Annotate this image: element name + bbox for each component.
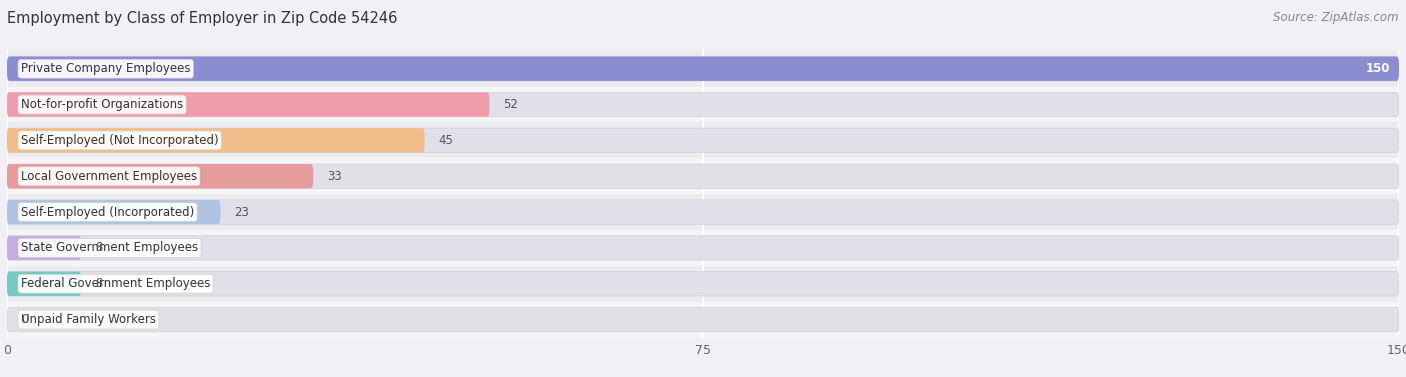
- FancyBboxPatch shape: [7, 271, 1399, 296]
- Text: Self-Employed (Not Incorporated): Self-Employed (Not Incorporated): [21, 134, 218, 147]
- FancyBboxPatch shape: [7, 307, 1399, 332]
- FancyBboxPatch shape: [7, 236, 1399, 260]
- Bar: [7, 87, 1399, 123]
- FancyBboxPatch shape: [7, 200, 221, 224]
- Text: 8: 8: [96, 241, 103, 254]
- Text: 8: 8: [96, 277, 103, 290]
- Text: 45: 45: [439, 134, 453, 147]
- FancyBboxPatch shape: [7, 236, 82, 260]
- FancyBboxPatch shape: [7, 57, 1399, 81]
- Text: 52: 52: [503, 98, 519, 111]
- Text: 33: 33: [328, 170, 342, 183]
- FancyBboxPatch shape: [7, 200, 1399, 224]
- FancyBboxPatch shape: [7, 271, 82, 296]
- Bar: [7, 230, 1399, 266]
- Bar: [7, 123, 1399, 158]
- Bar: [7, 158, 1399, 194]
- Bar: [7, 302, 1399, 337]
- Text: Source: ZipAtlas.com: Source: ZipAtlas.com: [1274, 11, 1399, 24]
- FancyBboxPatch shape: [7, 164, 1399, 188]
- Bar: [7, 51, 1399, 87]
- FancyBboxPatch shape: [7, 164, 314, 188]
- Text: Unpaid Family Workers: Unpaid Family Workers: [21, 313, 156, 326]
- Bar: [7, 194, 1399, 230]
- Text: Local Government Employees: Local Government Employees: [21, 170, 197, 183]
- FancyBboxPatch shape: [7, 92, 1399, 117]
- FancyBboxPatch shape: [7, 57, 1399, 81]
- FancyBboxPatch shape: [7, 128, 1399, 153]
- Text: 150: 150: [1365, 62, 1389, 75]
- Text: State Government Employees: State Government Employees: [21, 241, 198, 254]
- Text: 0: 0: [21, 313, 28, 326]
- Text: Not-for-profit Organizations: Not-for-profit Organizations: [21, 98, 183, 111]
- Text: Federal Government Employees: Federal Government Employees: [21, 277, 211, 290]
- FancyBboxPatch shape: [7, 128, 425, 153]
- Bar: [7, 266, 1399, 302]
- Text: Self-Employed (Incorporated): Self-Employed (Incorporated): [21, 205, 194, 219]
- Text: Employment by Class of Employer in Zip Code 54246: Employment by Class of Employer in Zip C…: [7, 11, 398, 26]
- FancyBboxPatch shape: [7, 92, 489, 117]
- Text: Private Company Employees: Private Company Employees: [21, 62, 190, 75]
- Text: 23: 23: [235, 205, 249, 219]
